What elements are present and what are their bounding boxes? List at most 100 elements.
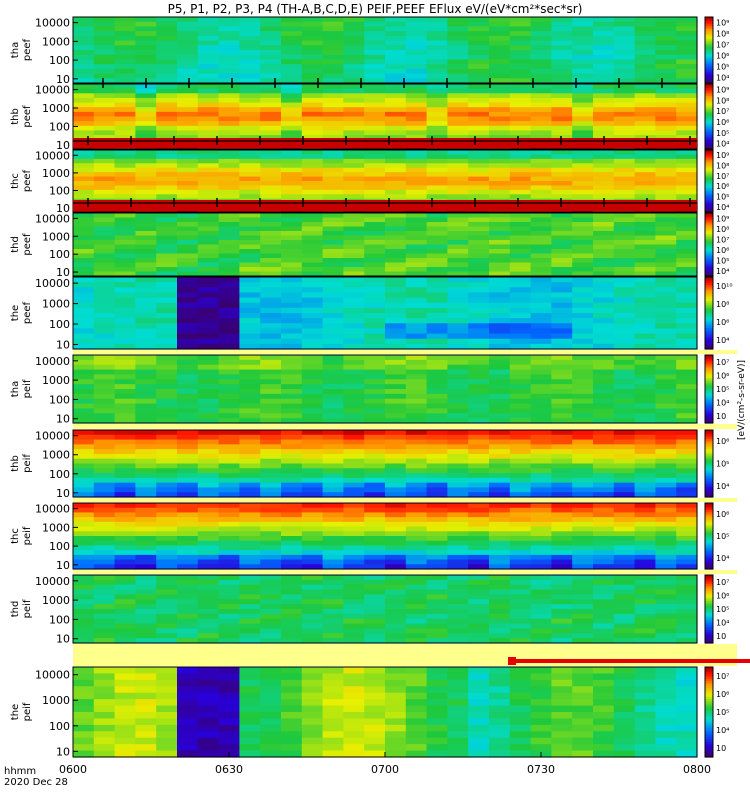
spectrogram-cell	[614, 263, 635, 268]
spectrogram-cell	[219, 531, 240, 536]
spectrogram-cell	[676, 355, 697, 360]
spectrogram-cell	[115, 541, 136, 546]
spectrogram-cell	[468, 74, 489, 79]
spectrogram-cell	[572, 194, 593, 199]
spectrogram-cell	[572, 365, 593, 370]
spectrogram-cell	[302, 517, 323, 522]
y-tick-label: 10	[56, 745, 70, 758]
spectrogram-cell	[156, 334, 177, 340]
spectrogram-cell	[323, 614, 344, 619]
spectrogram-cell	[468, 712, 489, 719]
spectrogram-cell	[156, 355, 177, 360]
spectrogram-cell	[198, 17, 219, 22]
spectrogram-cell	[115, 430, 136, 435]
spectrogram-cell	[135, 245, 156, 250]
spectrogram-cell	[593, 172, 614, 177]
spectrogram-cell	[510, 154, 531, 159]
spectrogram-cell	[302, 487, 323, 492]
spectrogram-cell	[531, 254, 552, 259]
spectrogram-cell	[385, 339, 406, 345]
spectrogram-cell	[385, 628, 406, 633]
spectrogram-cell	[323, 454, 344, 459]
spectrogram-cell	[676, 277, 697, 283]
spectrogram-cell	[198, 334, 219, 340]
spectrogram-cell	[510, 483, 531, 488]
spectrogram-cell	[635, 50, 656, 55]
spectrogram-cell	[302, 599, 323, 604]
spectrogram-cell	[489, 258, 510, 263]
spectrogram-cell	[239, 50, 260, 55]
spectrogram-cell	[447, 590, 468, 595]
spectrogram-cell	[406, 440, 427, 445]
spectrogram-cell	[94, 231, 115, 236]
spectrogram-cell	[281, 263, 302, 268]
spectrogram-cell	[156, 503, 177, 508]
spectrogram-cell	[572, 287, 593, 293]
spectrogram-cell	[531, 339, 552, 345]
spectrogram-cell	[177, 527, 198, 532]
spectrogram-cell	[302, 503, 323, 508]
spectrogram-cell	[635, 177, 656, 182]
spectrogram-cell	[531, 298, 552, 304]
spectrogram-cell	[427, 555, 448, 560]
colorbar-tick-label: 10⁹	[716, 85, 729, 94]
spectrogram-cell	[635, 673, 656, 680]
spectrogram-cell	[655, 464, 676, 469]
spectrogram-cell	[510, 130, 531, 135]
spectrogram-cell	[468, 693, 489, 700]
spectrogram-cell	[323, 31, 344, 36]
spectrogram-cell	[260, 318, 281, 324]
spectrogram-cell	[427, 633, 448, 638]
spectrogram-cell	[323, 98, 344, 103]
spectrogram-cell	[239, 503, 260, 508]
spectrogram-cell	[655, 163, 676, 168]
spectrogram-cell	[531, 263, 552, 268]
spectrogram-cell	[343, 404, 364, 409]
spectrogram-cell	[260, 277, 281, 283]
spectrogram-cell	[510, 599, 531, 604]
spectrogram-cell	[635, 112, 656, 117]
spectrogram-cell	[198, 508, 219, 513]
spectrogram-cell	[385, 594, 406, 599]
spectrogram-cell	[281, 93, 302, 98]
spectrogram-cell	[468, 318, 489, 324]
spectrogram-cell	[302, 531, 323, 536]
spectrogram-cell	[260, 181, 281, 186]
spectrogram-cell	[635, 444, 656, 449]
spectrogram-cell	[510, 282, 531, 288]
spectrogram-cell	[156, 619, 177, 624]
spectrogram-cell	[572, 628, 593, 633]
spectrogram-cell	[531, 614, 552, 619]
spectrogram-cell	[468, 718, 489, 725]
spectrogram-cell	[156, 718, 177, 725]
spectrogram-cell	[551, 159, 572, 164]
spectrogram-cell	[655, 190, 676, 195]
spectrogram-cell	[572, 26, 593, 31]
spectrogram-cell	[427, 413, 448, 418]
spectrogram-cell	[614, 536, 635, 541]
spectrogram-cell	[115, 185, 136, 190]
spectrogram-cell	[260, 130, 281, 135]
spectrogram-cell	[343, 89, 364, 94]
spectrogram-cell	[94, 172, 115, 177]
spectrogram-cell	[614, 430, 635, 435]
spectrogram-cell	[364, 154, 385, 159]
spectrogram-cell	[531, 435, 552, 440]
spectrogram-cell	[635, 254, 656, 259]
spectrogram-cell	[156, 473, 177, 478]
spectrogram-cell	[302, 440, 323, 445]
spectrogram-cell	[635, 454, 656, 459]
spectrogram-cell	[635, 594, 656, 599]
spectrogram-cell	[531, 308, 552, 314]
spectrogram-cell	[198, 531, 219, 536]
spectrogram-cell	[572, 190, 593, 195]
spectrogram-cell	[635, 686, 656, 693]
spectrogram-cell	[572, 245, 593, 250]
spectrogram-cell	[177, 680, 198, 687]
spectrogram-cell	[219, 240, 240, 245]
spectrogram-cell	[531, 725, 552, 732]
spectrogram-cell	[489, 575, 510, 580]
spectrogram-cell	[94, 575, 115, 580]
colorbar-tick-label: 10⁵	[716, 532, 729, 541]
spectrogram-cell	[260, 594, 281, 599]
